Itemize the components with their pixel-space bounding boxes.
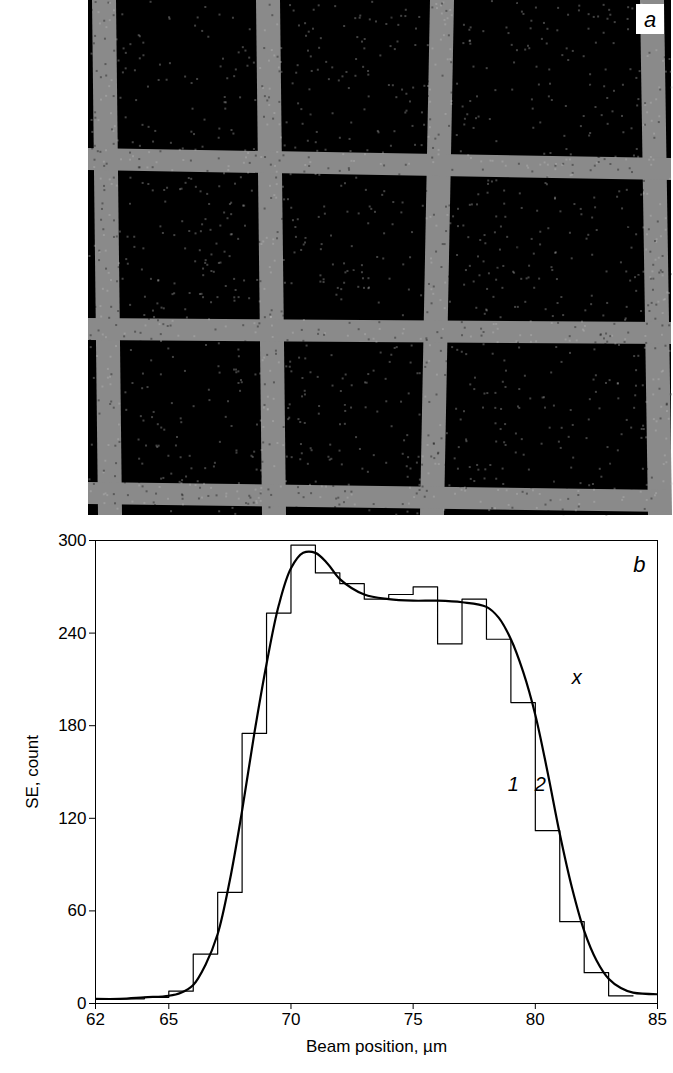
svg-text:b: b: [633, 552, 645, 577]
svg-text:a: a: [644, 7, 656, 32]
svg-text:x: x: [571, 666, 583, 688]
svg-text:1: 1: [508, 773, 519, 795]
svg-text:75: 75: [404, 1010, 423, 1029]
svg-text:240: 240: [58, 624, 86, 643]
svg-text:60: 60: [68, 901, 87, 920]
svg-text:2: 2: [534, 773, 546, 795]
svg-text:70: 70: [282, 1010, 301, 1029]
svg-text:0: 0: [77, 993, 87, 1013]
svg-text:SE, count: SE, count: [23, 735, 42, 809]
svg-text:80: 80: [526, 1010, 545, 1029]
svg-text:300: 300: [58, 531, 86, 550]
svg-text:180: 180: [58, 716, 86, 735]
svg-text:85: 85: [648, 1010, 667, 1029]
svg-text:62: 62: [86, 1010, 105, 1029]
svg-text:65: 65: [159, 1010, 178, 1029]
svg-text:Beam position, µm: Beam position, µm: [306, 1037, 447, 1056]
svg-text:120: 120: [58, 809, 86, 828]
